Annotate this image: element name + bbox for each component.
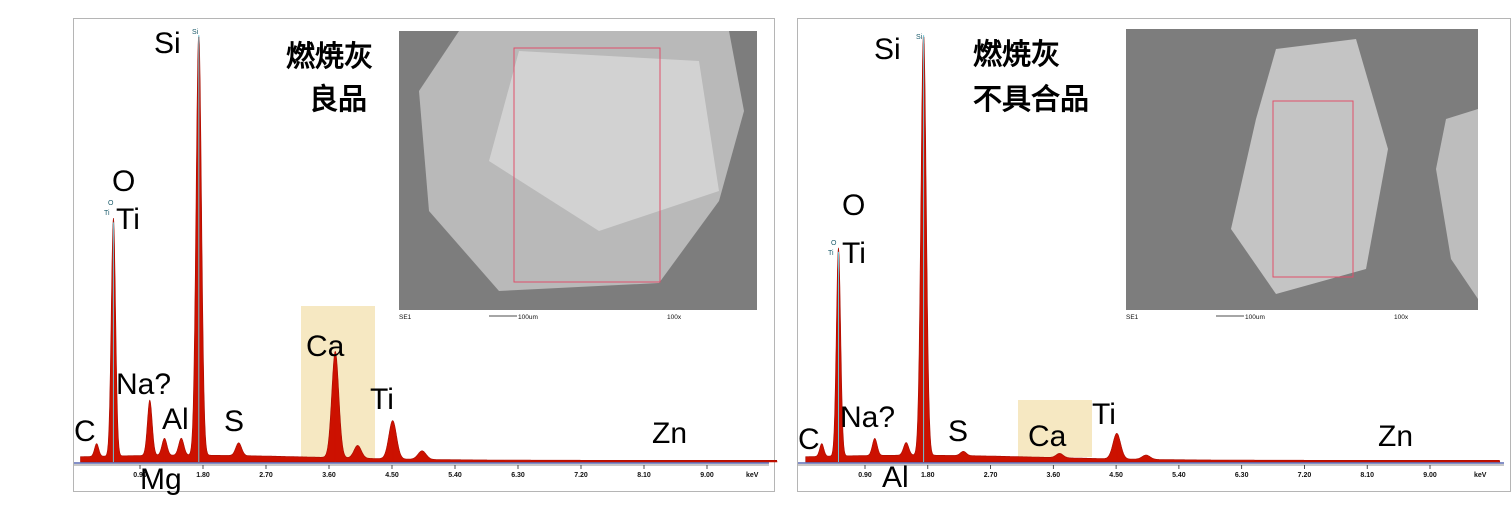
element-label-o: O <box>842 189 865 222</box>
element-label-c: C <box>798 423 820 456</box>
x-tick-label: 5.40 <box>448 472 462 479</box>
x-tick-label: 2.70 <box>984 472 998 479</box>
magnification-label: 100x <box>1394 314 1409 321</box>
x-tick-label: 7.20 <box>574 472 588 479</box>
eds-spectrum-chart-good: 0.90 1.80 2.70 3.60 4.50 5.40 6.30 7.20 8.10 9.00… <box>74 27 778 496</box>
sem-image <box>399 31 757 310</box>
x-tick-label: 5.40 <box>1172 472 1186 479</box>
x-tick-label: 1.80 <box>921 472 935 479</box>
x-unit-label: keV <box>746 472 759 479</box>
x-tick-label: 6.30 <box>1235 472 1249 479</box>
marker-label-ti: Ti <box>828 250 834 257</box>
element-label-s: S <box>224 405 244 438</box>
element-label-na: Na? <box>116 368 171 401</box>
x-tick-label: 0.90 <box>133 472 147 479</box>
element-label-al: Al <box>162 403 189 436</box>
element-label-ca: Ca <box>1028 420 1067 453</box>
x-tick-label: 3.60 <box>1047 472 1061 479</box>
x-unit-label: keV <box>1474 472 1487 479</box>
element-label-ti2: Ti <box>1092 398 1116 431</box>
eds-spectrum-chart-defect: 0.90 1.80 2.70 3.60 4.50 5.40 6.30 7.20 8.10 9.00… <box>798 29 1504 494</box>
roi-box <box>513 47 661 283</box>
element-label-ti: Ti <box>116 203 140 236</box>
element-label-ti2: Ti <box>370 383 394 416</box>
x-tick-label: 2.70 <box>259 472 273 479</box>
element-label-si: Si <box>874 33 901 66</box>
spectrum-panel-good: 0.90 1.80 2.70 3.60 4.50 5.40 6.30 7.20 8.10 9.00… <box>73 18 778 496</box>
chart-title-line-1: 燃焼灰 <box>973 37 1060 71</box>
x-tick-label: 6.30 <box>511 472 525 479</box>
element-label-ca: Ca <box>306 330 345 363</box>
spectrum-area <box>805 36 1501 463</box>
element-label-zn: Zn <box>1378 420 1413 453</box>
x-tick-label: 8.10 <box>1360 472 1374 479</box>
marker-label-o: O <box>108 200 114 207</box>
element-label-ti: Ti <box>842 237 866 270</box>
x-tick-label: 3.60 <box>322 472 336 479</box>
x-tick-label: 4.50 <box>385 472 399 479</box>
element-label-si: Si <box>154 27 181 60</box>
ca-highlight-box <box>1018 400 1092 457</box>
marker-label-ti: Ti <box>104 210 110 217</box>
element-label-na: Na? <box>840 401 895 434</box>
element-label-mg: Mg <box>140 463 182 496</box>
element-label-zn: Zn <box>652 417 687 450</box>
marker-label-si: Si <box>916 34 923 41</box>
spectrum-panel-defect: 0.90 1.80 2.70 3.60 4.50 5.40 6.30 7.20 8.10 9.00… <box>797 18 1511 494</box>
x-tick-label: 1.80 <box>196 472 210 479</box>
x-tick-label: 8.10 <box>637 472 651 479</box>
x-tick-label: 0.90 <box>858 472 872 479</box>
sem-caption: SE1 <box>1126 314 1139 321</box>
sem-image <box>1126 29 1478 310</box>
marker-label-o: O <box>831 240 837 247</box>
x-tick-label: 7.20 <box>1298 472 1312 479</box>
marker-label-si: Si <box>192 29 199 36</box>
element-label-c: C <box>74 415 96 448</box>
roi-box <box>1272 100 1354 278</box>
x-tick-label: 9.00 <box>1423 472 1437 479</box>
element-label-s: S <box>948 415 968 448</box>
chart-title-line-1: 燃焼灰 <box>286 39 373 73</box>
element-label-o: O <box>112 165 135 198</box>
scale-bar-label: 100um <box>1245 314 1265 321</box>
scale-bar-label: 100um <box>518 314 538 321</box>
chart-title-line-2: 良品 <box>309 82 367 116</box>
x-tick-label: 4.50 <box>1109 472 1123 479</box>
chart-title-line-2: 不具合品 <box>973 82 1089 116</box>
magnification-label: 100x <box>667 314 682 321</box>
element-label-al: Al <box>882 461 909 494</box>
sem-caption: SE1 <box>399 314 412 321</box>
x-tick-label: 9.00 <box>700 472 714 479</box>
